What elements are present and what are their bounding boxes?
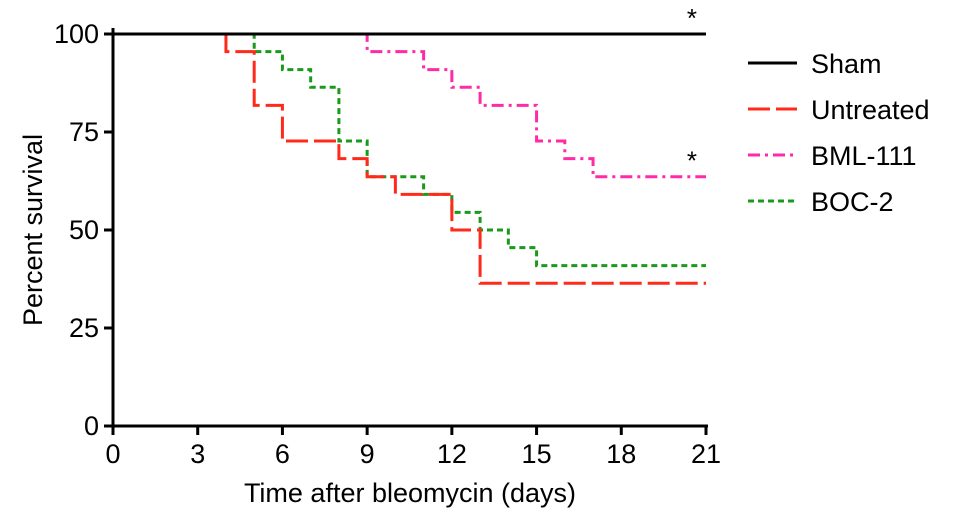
x-tick-label: 0	[105, 439, 120, 469]
axes: 0 25 50 75 100 0 3 6 9 12 15 18 21	[54, 19, 721, 469]
y-tick-label: 50	[69, 215, 99, 245]
y-tick-label: 25	[69, 313, 99, 343]
legend-label-boc-2: BOC-2	[811, 187, 894, 217]
y-axis-label: Percent survival	[18, 134, 48, 326]
x-tick-label: 9	[360, 439, 375, 469]
legend-label-sham: Sham	[811, 49, 882, 79]
y-tick-label: 0	[84, 411, 99, 441]
legend: Sham Untreated BML-111 BOC-2	[748, 49, 930, 217]
series-line-boc-2	[113, 32, 706, 268]
x-tick-label: 6	[275, 439, 290, 469]
series-line-bml-111	[113, 32, 706, 179]
significance-marker-bml-111: *	[687, 146, 697, 176]
x-axis-label: Time after bleomycin (days)	[244, 478, 576, 508]
series-line-untreated	[113, 32, 706, 285]
x-tick-label: 15	[522, 439, 552, 469]
x-tick-label: 3	[190, 439, 205, 469]
y-tick-label: 75	[69, 117, 99, 147]
legend-label-untreated: Untreated	[811, 95, 930, 125]
legend-label-bml-111: BML-111	[811, 141, 917, 171]
x-tick-label: 21	[691, 439, 721, 469]
x-tick-label: 18	[606, 439, 636, 469]
series-layer: **	[113, 3, 706, 285]
y-tick-label: 100	[54, 19, 99, 49]
significance-marker-sham: *	[687, 3, 697, 33]
x-tick-label: 12	[437, 439, 467, 469]
